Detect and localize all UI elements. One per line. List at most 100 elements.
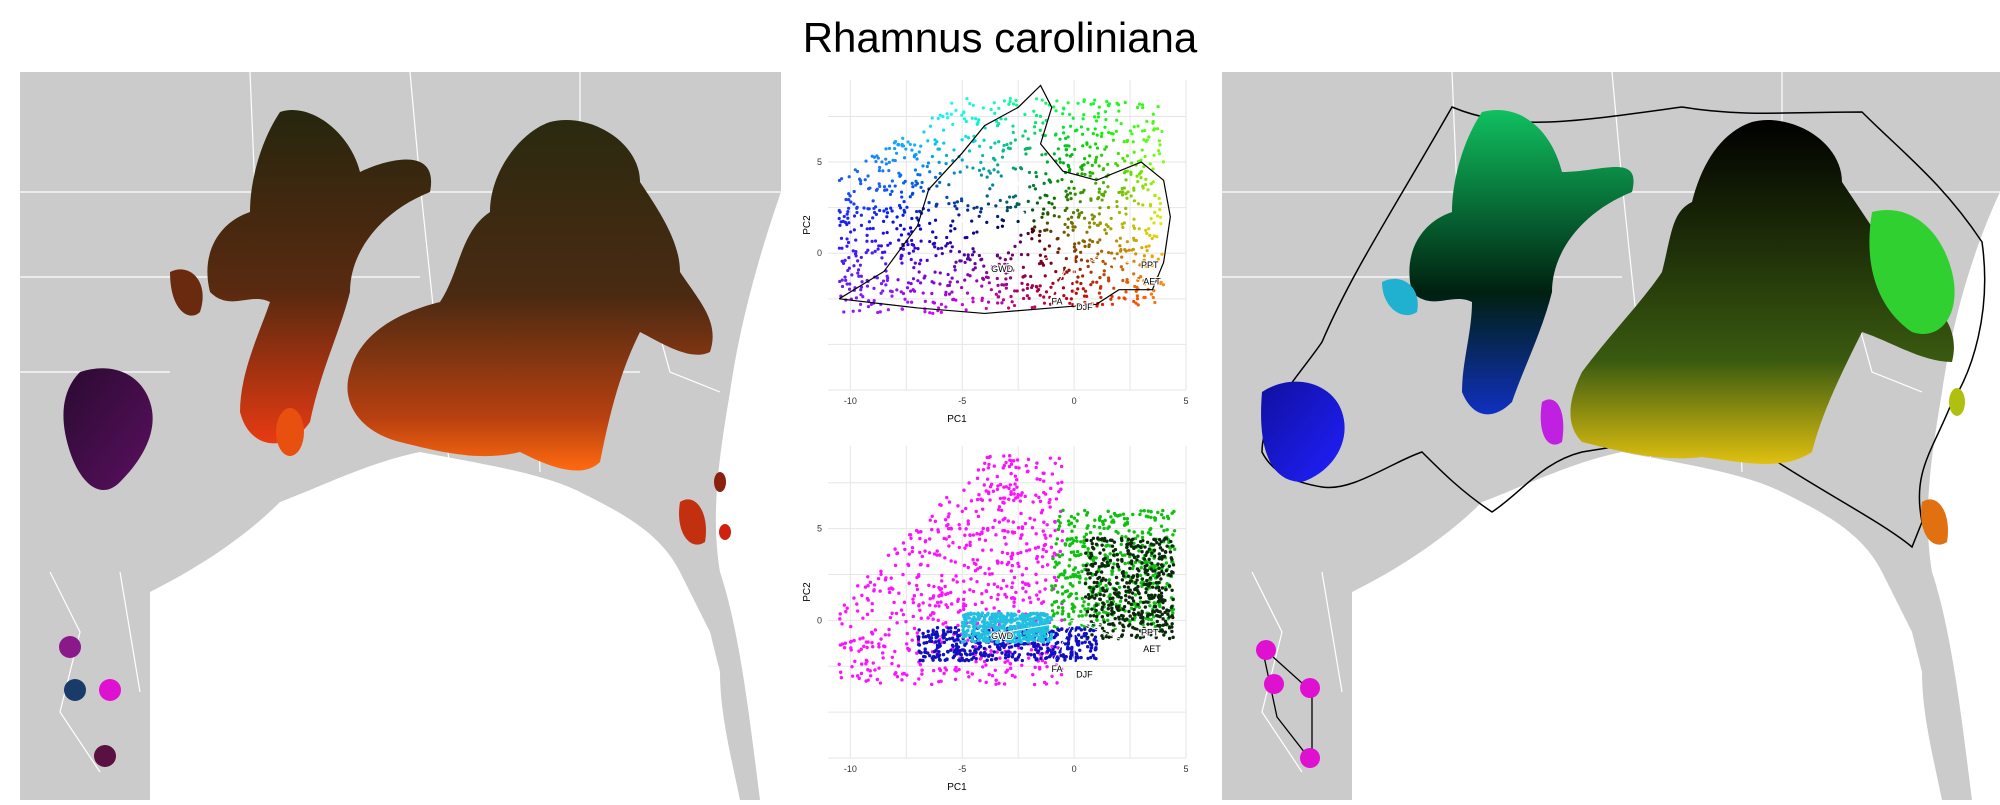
data-point xyxy=(1135,558,1139,562)
data-point xyxy=(1019,252,1024,257)
data-point xyxy=(943,556,947,560)
data-point xyxy=(1147,227,1151,231)
data-point xyxy=(1043,587,1047,591)
data-point xyxy=(1060,553,1065,557)
data-point xyxy=(971,187,976,191)
data-point xyxy=(1163,610,1167,615)
data-point xyxy=(979,497,983,501)
data-point xyxy=(915,651,919,655)
data-point xyxy=(1117,109,1121,113)
data-point xyxy=(844,609,848,614)
data-point xyxy=(1103,228,1107,232)
data-point xyxy=(1064,148,1068,152)
data-point xyxy=(1034,465,1038,470)
data-point xyxy=(920,180,924,185)
data-point xyxy=(1096,240,1100,245)
data-point xyxy=(1055,562,1059,567)
data-point xyxy=(1015,289,1019,293)
data-point xyxy=(1121,268,1125,272)
data-point xyxy=(1047,655,1052,659)
data-point xyxy=(879,569,883,574)
data-point xyxy=(1023,147,1027,151)
data-point xyxy=(1049,261,1053,265)
data-point xyxy=(992,650,996,654)
data-point xyxy=(957,658,961,662)
data-point xyxy=(1142,165,1146,169)
data-point xyxy=(1124,589,1128,594)
data-point xyxy=(1098,221,1102,225)
data-point xyxy=(991,525,995,530)
data-point xyxy=(1167,564,1172,568)
data-point xyxy=(919,239,923,243)
data-point xyxy=(970,657,974,661)
data-point xyxy=(1060,529,1065,533)
data-point xyxy=(1140,148,1144,152)
data-point xyxy=(960,302,965,307)
data-point xyxy=(884,162,888,166)
data-point xyxy=(1143,561,1147,565)
data-point xyxy=(996,635,1001,640)
data-point xyxy=(974,620,978,624)
data-point xyxy=(846,216,850,220)
data-point xyxy=(1023,186,1027,190)
data-point xyxy=(877,168,881,173)
data-point xyxy=(1124,571,1128,575)
data-point xyxy=(1074,554,1078,558)
data-point xyxy=(859,181,863,186)
data-point xyxy=(1052,105,1056,109)
data-point xyxy=(1148,281,1152,286)
data-point xyxy=(1160,252,1164,256)
data-point xyxy=(1068,301,1072,305)
data-point xyxy=(844,278,848,282)
data-point xyxy=(842,310,846,314)
data-point xyxy=(997,505,1002,509)
data-point xyxy=(1082,600,1086,604)
data-point xyxy=(1043,193,1047,197)
data-point xyxy=(890,290,894,294)
data-point xyxy=(1152,537,1156,542)
data-point xyxy=(996,283,1000,287)
data-point xyxy=(862,644,866,649)
data-point xyxy=(1081,144,1085,148)
data-point xyxy=(1109,216,1113,221)
data-point xyxy=(1106,185,1110,189)
data-point xyxy=(899,256,903,261)
data-point xyxy=(1154,635,1158,640)
data-point xyxy=(1161,617,1165,621)
data-point xyxy=(953,626,958,630)
loading-arrow xyxy=(1074,252,1140,265)
point-cloud xyxy=(837,454,1177,687)
data-point xyxy=(1117,608,1121,612)
data-point xyxy=(972,561,977,565)
data-point xyxy=(1034,572,1038,577)
data-point xyxy=(1132,299,1136,304)
data-point xyxy=(1004,282,1009,286)
data-point xyxy=(944,162,948,166)
data-point xyxy=(1053,651,1057,656)
data-point xyxy=(950,276,954,280)
data-point xyxy=(1037,615,1041,620)
data-point xyxy=(1144,630,1148,635)
y-tick-label: 0 xyxy=(817,615,822,625)
data-point xyxy=(1095,133,1099,137)
data-point xyxy=(1149,622,1154,626)
data-point xyxy=(1030,635,1035,640)
data-point xyxy=(989,658,994,662)
data-point xyxy=(894,151,899,155)
data-point xyxy=(949,629,953,634)
data-point xyxy=(982,659,987,664)
data-point xyxy=(1011,124,1015,128)
data-point xyxy=(1003,516,1007,521)
data-point xyxy=(961,579,966,583)
data-point xyxy=(978,678,982,683)
data-point xyxy=(857,676,861,681)
data-point xyxy=(1166,612,1170,616)
data-point xyxy=(1125,169,1129,173)
data-point xyxy=(876,310,880,315)
data-point xyxy=(1067,169,1071,173)
data-point xyxy=(1136,590,1141,595)
data-point xyxy=(949,112,953,116)
data-point xyxy=(1025,286,1030,290)
data-point xyxy=(855,609,860,613)
data-point xyxy=(1006,190,1011,195)
